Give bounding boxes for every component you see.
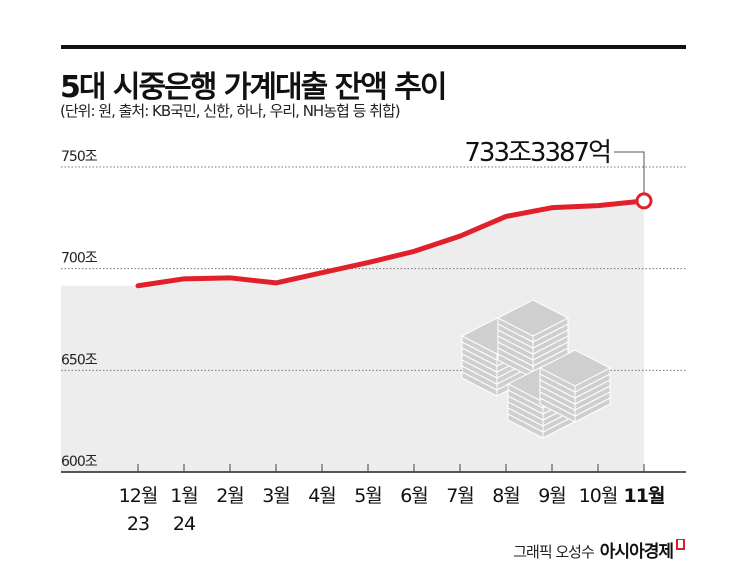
x-tick-label: 8월 bbox=[492, 485, 520, 507]
x-tick-label: 1월 bbox=[170, 485, 198, 507]
y-tick-label: 600조 bbox=[61, 454, 98, 470]
y-tick-label: 650조 bbox=[61, 352, 98, 368]
x-tick-label: 5월 bbox=[354, 485, 382, 507]
x-tick-label: 10월 bbox=[579, 485, 618, 507]
data-point-last bbox=[635, 192, 653, 210]
area-fill-left bbox=[61, 285, 138, 472]
brand-logo: 아시아경제 bbox=[599, 542, 674, 562]
x-tick-label: 3월 bbox=[262, 485, 290, 507]
series-line bbox=[135, 198, 647, 289]
chart-title: 5대 시중은행 가계대출 잔액 추이 bbox=[60, 70, 447, 105]
brand-mark-icon bbox=[676, 539, 685, 550]
x-tick-label: 24 bbox=[173, 513, 196, 535]
x-tick-label: 11월 bbox=[624, 485, 665, 507]
chart-subtitle: (단위: 원, 출처: KB국민, 신한, 하나, 우리, NH농협 등 취합) bbox=[60, 102, 401, 120]
x-tick-label: 4월 bbox=[308, 485, 336, 507]
annotation-label: 733조3387억 bbox=[464, 138, 610, 168]
x-tick-label: 9월 bbox=[538, 485, 566, 507]
money-stack-icon bbox=[460, 299, 612, 439]
x-tick-label: 23 bbox=[127, 513, 149, 535]
credit-author: 그래픽 오성수 bbox=[513, 543, 595, 561]
y-tick-label: 750조 bbox=[61, 149, 98, 165]
top-rule bbox=[61, 45, 686, 49]
x-tick-label: 6월 bbox=[400, 485, 428, 507]
x-tick-label: 7월 bbox=[446, 485, 474, 507]
x-tick-label: 12월 bbox=[119, 485, 158, 507]
annotation-leader bbox=[614, 151, 645, 193]
x-tick-label: 2월 bbox=[216, 485, 244, 507]
y-tick-label: 700조 bbox=[61, 251, 98, 267]
credit: 그래픽 오성수 아시아경제 bbox=[513, 537, 685, 562]
